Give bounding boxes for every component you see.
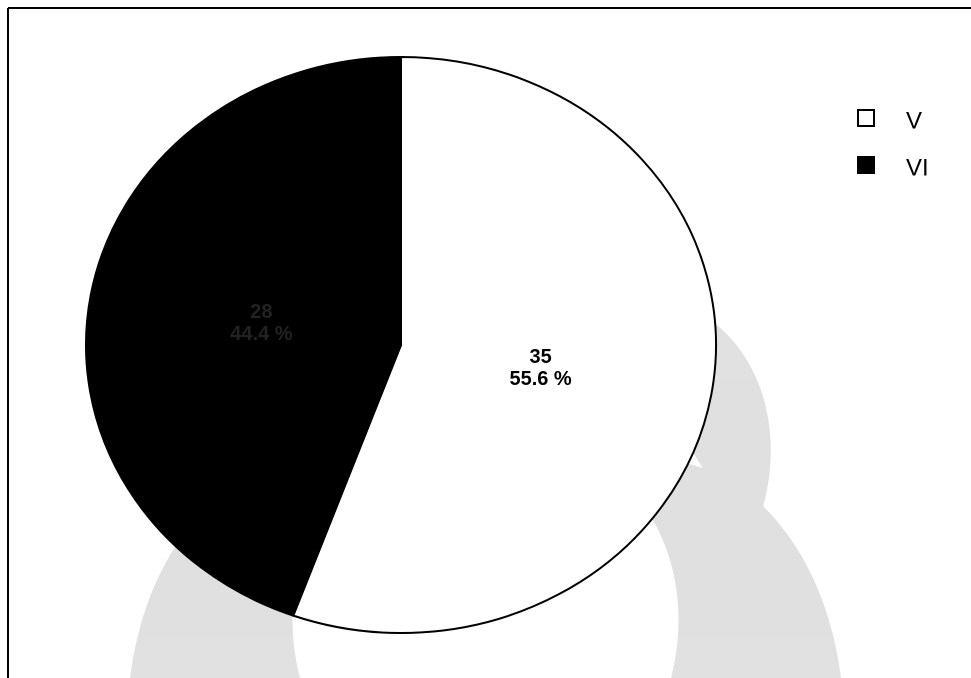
pie-slice xyxy=(85,55,402,617)
percent-label: 55.6 % xyxy=(509,368,571,390)
legend-label: V xyxy=(906,107,922,134)
value-label: 28 xyxy=(250,301,272,323)
legend-swatch xyxy=(857,109,875,127)
legend: V VI xyxy=(857,107,929,181)
legend-swatch xyxy=(857,156,875,174)
percent-label: 44.4 % xyxy=(230,323,292,345)
value-label: 35 xyxy=(529,346,551,368)
legend-label: VI xyxy=(906,154,929,181)
pie-slice xyxy=(291,55,717,634)
